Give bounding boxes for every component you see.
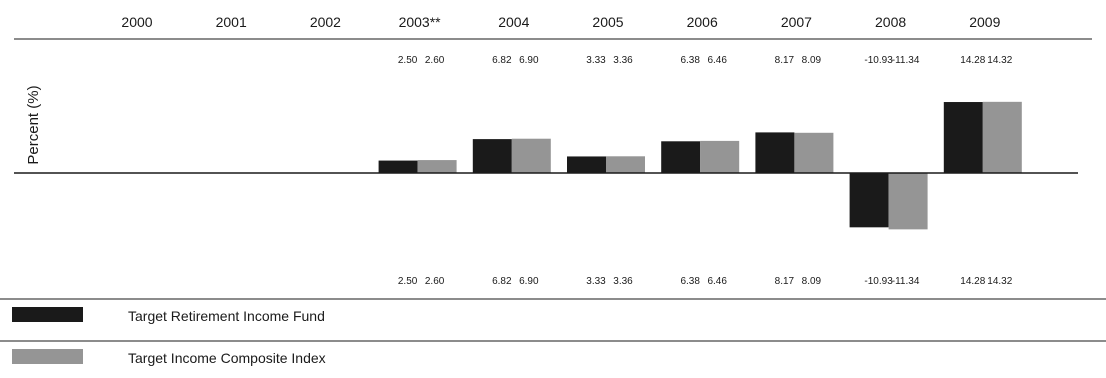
bar-fund-2007 [755,132,795,173]
data-label-top: 6.46 [707,55,727,66]
data-label-bottom: 3.36 [613,276,633,287]
data-label-bottom: 8.17 [775,276,795,287]
data-label-top: 2.50 [398,55,418,66]
data-label-top: 14.32 [987,55,1012,66]
bar-fund-2006 [661,141,701,173]
bar-index-2006 [700,140,740,173]
legend-label-fund: Target Retirement Income Fund [128,308,325,324]
x-tick-label: 2005 [592,14,623,30]
x-tick-label: 2007 [781,14,812,30]
bar-fund-2009 [943,102,983,173]
data-label-bottom: 6.38 [680,276,700,287]
data-label-top: 3.33 [586,55,606,66]
data-label-bottom: 8.09 [802,276,822,287]
data-label-bottom: 6.82 [492,276,512,287]
data-label-bottom: -11.34 [892,276,920,287]
data-label-bottom: 14.32 [987,276,1012,287]
bar-fund-2003 [378,160,418,173]
x-tick-label: 2000 [121,14,152,30]
data-label-bottom: 2.60 [425,276,445,287]
x-tick-label: 2002 [310,14,341,30]
data-label-top: 6.82 [492,55,512,66]
bar-fund-2004 [472,139,512,173]
data-label-top: 8.09 [802,55,822,66]
y-axis-label: Percent (%) [25,85,42,164]
x-tick-label: 2006 [687,14,718,30]
bars [378,101,1022,230]
data-label-bottom: 6.46 [707,276,727,287]
data-label-top: -11.34 [892,55,920,66]
x-tick-label: 2001 [216,14,247,30]
data-label-bottom: 3.33 [586,276,606,287]
legend-swatch-fund [12,307,83,322]
bottom-value-labels: 2.50 2.60 6.82 6.90 3.33 3.36 6.38 6.46 8.17 8.09… [398,276,1013,287]
bar-index-2004 [511,138,551,173]
x-tick-label: 2008 [875,14,906,30]
data-label-top: 6.38 [680,55,700,66]
x-tick-label: 2004 [498,14,529,30]
bar-fund-2008 [849,173,889,228]
x-tick-label: 2009 [969,14,1000,30]
legend-swatch-index [12,349,83,364]
data-label-top: 8.17 [775,55,795,66]
bar-index-2008 [888,173,928,230]
legend-label-index: Target Income Composite Index [128,350,326,366]
data-label-bottom: 6.90 [519,276,539,287]
data-label-top: 3.36 [613,55,633,66]
legend: Target Retirement Income Fund Target Inco… [12,307,326,366]
x-tick-label: 2003** [399,14,442,30]
bar-index-2003 [417,160,457,173]
bar-index-2005 [606,156,645,173]
data-label-bottom: -10.93 [864,276,893,287]
bar-fund-2005 [567,156,606,173]
bar-index-2009 [982,101,1022,173]
data-label-top: 2.60 [425,55,445,66]
data-label-top: -10.93 [864,55,893,66]
year-labels: 2000 2001 2002 2003** 2004 2005 2006 2007 2008 20… [121,14,1000,30]
data-label-bottom: 2.50 [398,276,418,287]
data-label-bottom: 14.28 [960,276,985,287]
data-label-top: 6.90 [519,55,539,66]
data-label-top: 14.28 [960,55,985,66]
top-value-labels: 2.50 2.60 6.82 6.90 3.33 3.36 6.38 6.46 8.17 8.09… [398,55,1013,66]
bar-index-2007 [794,132,834,173]
